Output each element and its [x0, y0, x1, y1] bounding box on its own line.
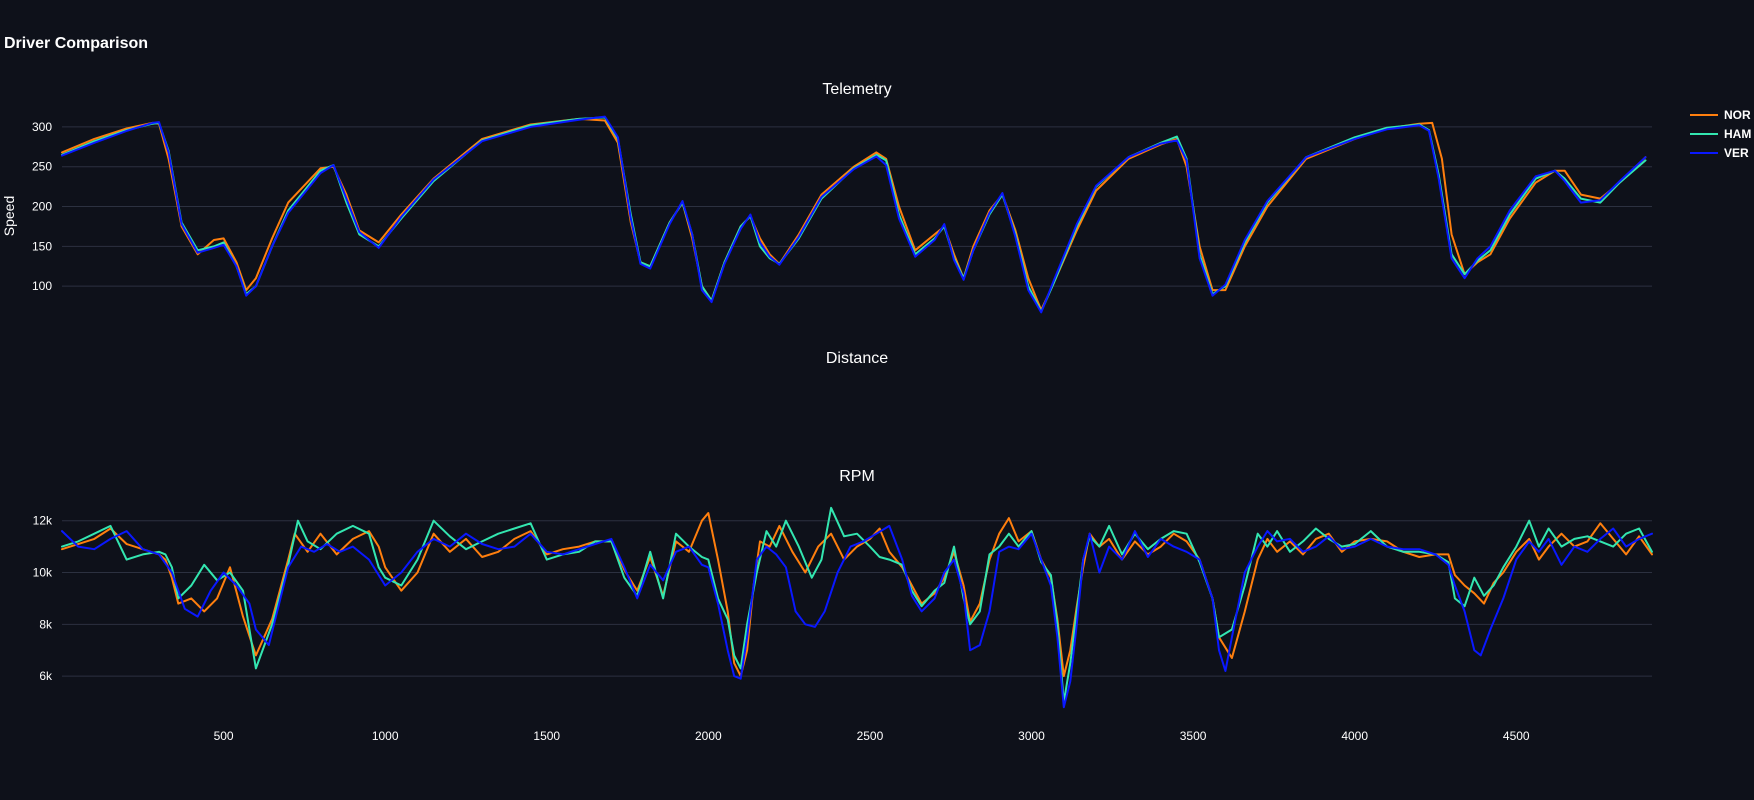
x-tick-label-7: 4000: [1341, 729, 1368, 743]
series-line-rpm-ver[interactable]: [61, 524, 1653, 709]
x-tick-label-2: 1500: [533, 729, 560, 743]
legend[interactable]: NOR HAM VER: [1690, 108, 1751, 160]
legend-item-ver[interactable]: VER: [1690, 146, 1749, 160]
series-line-speed-ham[interactable]: [61, 116, 1647, 313]
y-tick-label-rpm-0: 6k: [39, 669, 53, 683]
series-line-rpm-ham[interactable]: [61, 506, 1653, 703]
legend-label-ver: VER: [1724, 146, 1749, 160]
legend-item-ham[interactable]: HAM: [1690, 127, 1751, 141]
subplot-title-rpm: RPM: [839, 468, 875, 485]
speed-panel: 100 150 200 250 300: [32, 115, 1652, 314]
x-axis: 500 1000 1500 2000 2500 3000 3500 4000 4500: [214, 729, 1530, 743]
x-tick-label-1: 1000: [372, 729, 399, 743]
x-tick-label-3: 2000: [695, 729, 722, 743]
x-tick-label-5: 3000: [1018, 729, 1045, 743]
legend-item-nor[interactable]: NOR: [1690, 108, 1751, 122]
y-axis-title-speed: Speed: [1, 196, 17, 236]
y-tick-label-speed-2: 200: [32, 200, 52, 214]
x-tick-label-8: 4500: [1503, 729, 1530, 743]
y-tick-label-rpm-3: 12k: [33, 514, 53, 528]
subplot-title-telemetry: Telemetry: [822, 81, 891, 98]
y-tick-label-speed-0: 100: [32, 279, 52, 293]
rpm-panel: 6k 8k 10k 12k: [33, 506, 1653, 709]
x-tick-label-0: 500: [214, 729, 234, 743]
subplot-title-distance: Distance: [826, 350, 888, 367]
series-line-speed-nor[interactable]: [61, 117, 1647, 312]
y-tick-label-rpm-1: 8k: [39, 617, 53, 631]
x-tick-label-4: 2500: [857, 729, 884, 743]
y-tick-label-speed-3: 250: [32, 160, 52, 174]
series-line-speed-ver[interactable]: [61, 115, 1647, 314]
y-tick-label-speed-1: 150: [32, 239, 52, 253]
x-tick-label-6: 3500: [1180, 729, 1207, 743]
y-tick-label-rpm-2: 10k: [33, 566, 53, 580]
series-line-rpm-nor[interactable]: [61, 512, 1653, 678]
page-title: Driver Comparison: [4, 35, 149, 52]
legend-label-nor: NOR: [1724, 108, 1751, 122]
legend-label-ham: HAM: [1724, 127, 1751, 141]
y-tick-label-speed-4: 300: [32, 120, 52, 134]
